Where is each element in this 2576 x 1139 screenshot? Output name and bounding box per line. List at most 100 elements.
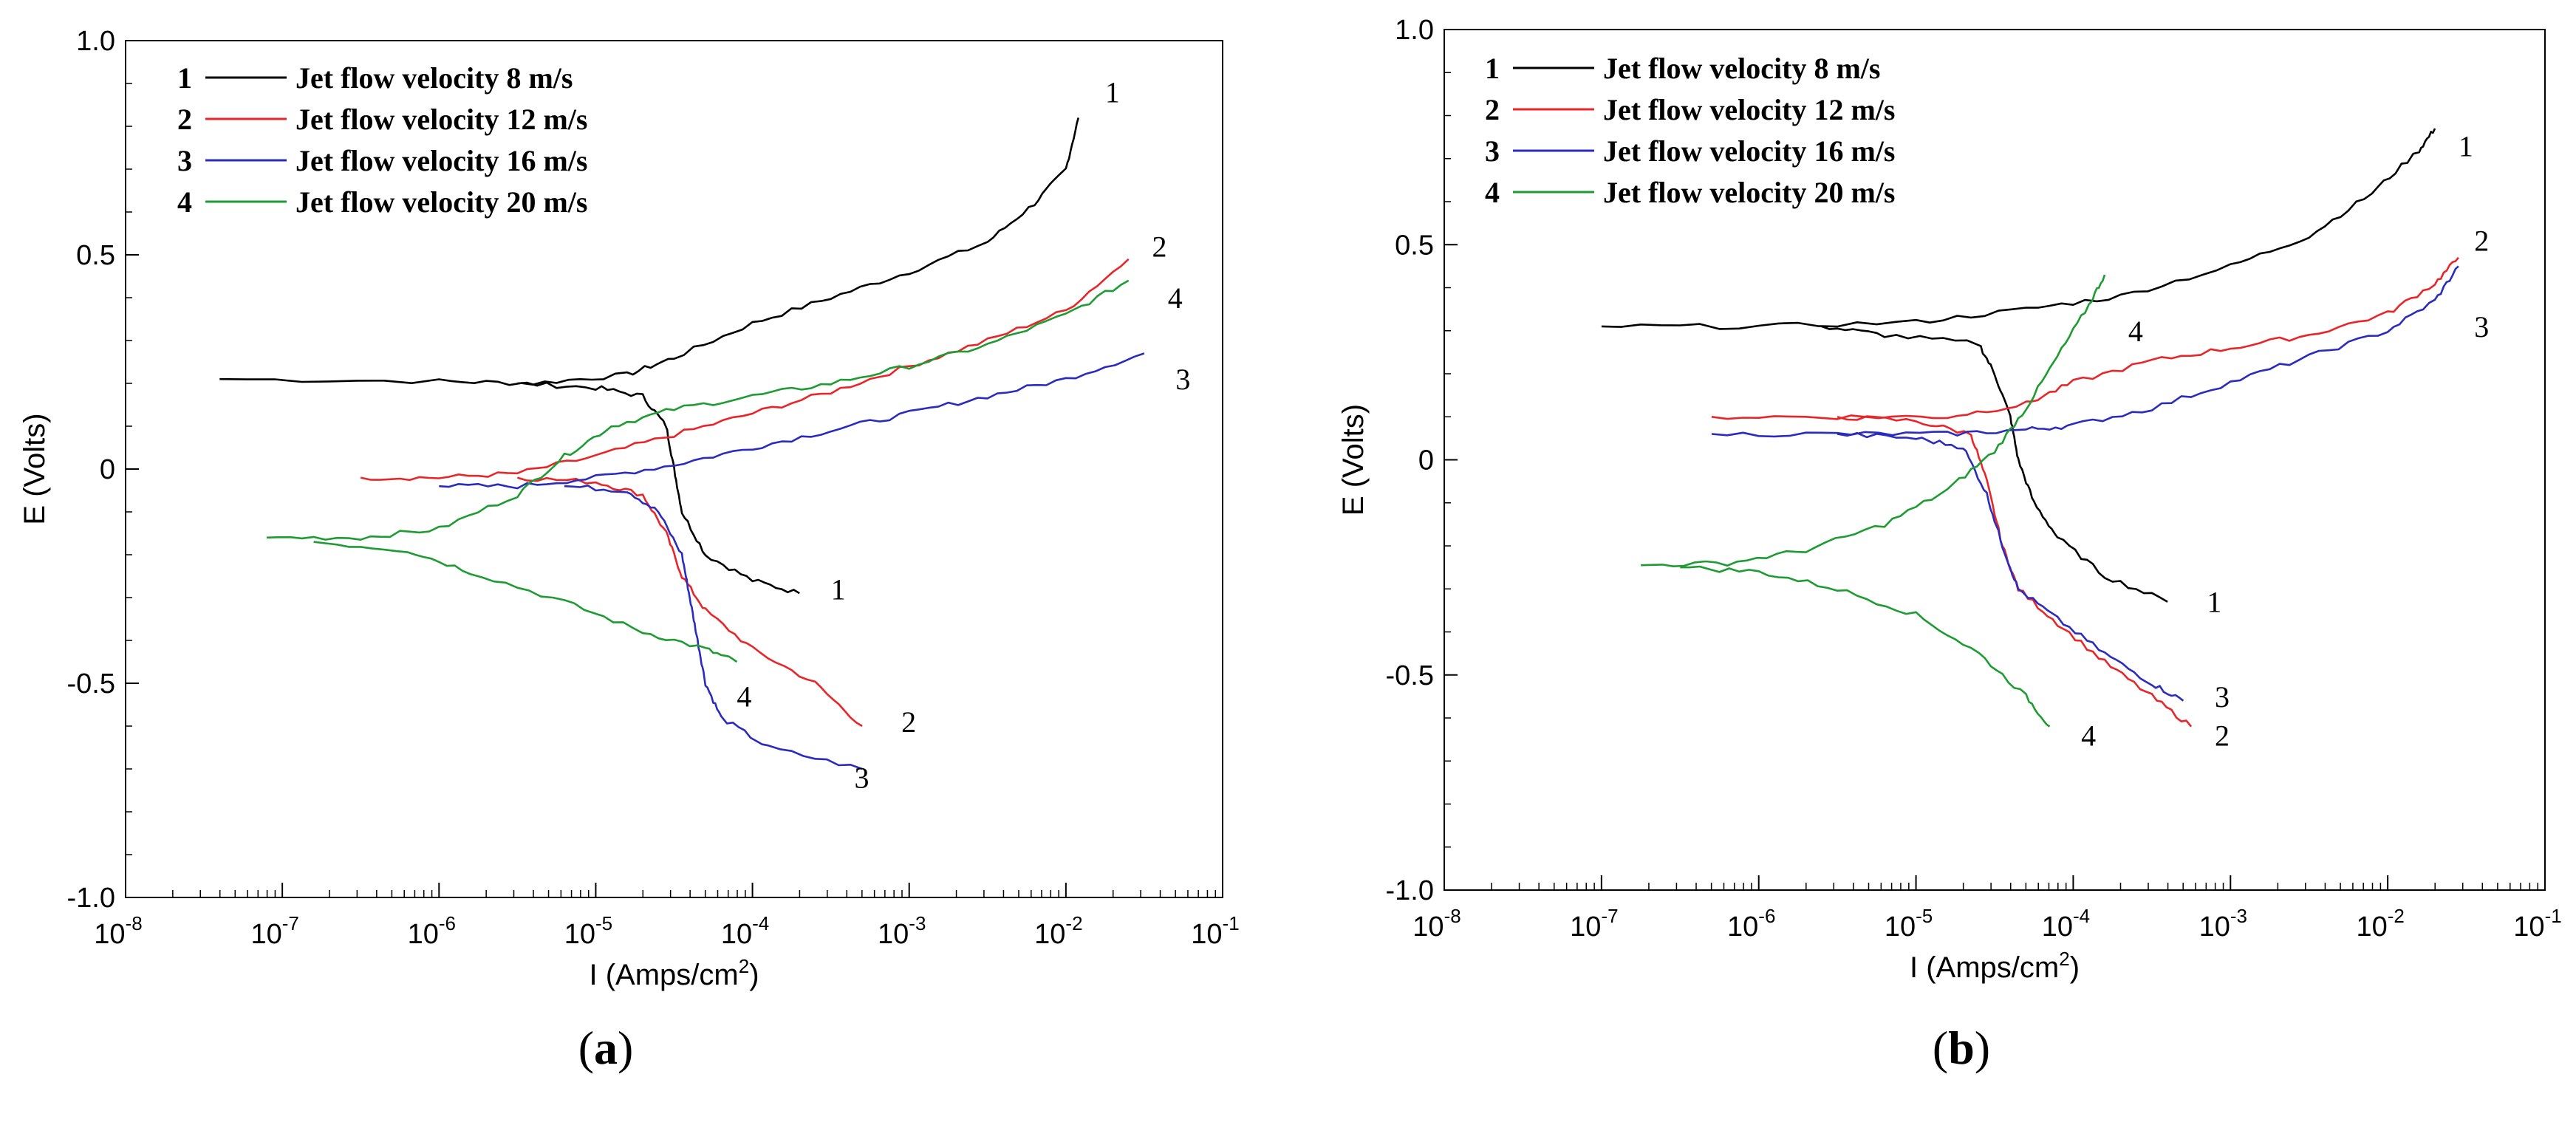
- curve-label-3: 3: [2215, 680, 2230, 714]
- y-axis-title: E (Volts): [18, 413, 51, 524]
- curve-2-cathodic: [1837, 415, 2193, 728]
- curve-label-1: 1: [2207, 586, 2221, 619]
- x-tick-exponent: -3: [2230, 905, 2247, 927]
- chart-panel-a: 1.00.50-0.5-1.010-8 10-7 10-6 10-5 10-4 10-3 1…: [18, 26, 1240, 1074]
- legend-label: Jet flow velocity 8 m/s: [295, 61, 573, 95]
- curve-2-cathodic: [517, 476, 863, 728]
- x-tick-label: 10-4: [2042, 905, 2090, 943]
- x-tick-base: 10: [408, 919, 439, 950]
- legend-label: Jet flow velocity 20 m/s: [1603, 176, 1895, 209]
- curve-3-anodic: [1711, 265, 2459, 438]
- y-tick-label: 0: [1418, 445, 1434, 476]
- x-tick-base: 10: [1412, 911, 1444, 943]
- curve-label-2: 2: [2474, 224, 2489, 257]
- x-tick-exponent: -2: [2388, 905, 2405, 927]
- curve-label-3: 3: [854, 762, 869, 795]
- x-tick-base: 10: [878, 919, 909, 950]
- x-tick-exponent: -8: [126, 912, 143, 934]
- curve-label-4: 4: [2081, 719, 2096, 752]
- x-tick-label: 10-8: [1412, 905, 1460, 943]
- x-tick-label: 10-5: [1885, 905, 1933, 943]
- curve-1-anodic: [1601, 128, 2436, 330]
- curve-label-1: 1: [831, 572, 846, 606]
- x-axis-title-end: ): [749, 959, 759, 991]
- curve-label-3: 3: [2474, 310, 2489, 343]
- panel-label-open: (: [578, 1022, 594, 1074]
- x-tick-exponent: -6: [439, 912, 456, 934]
- x-tick-label: 10-6: [1727, 905, 1775, 943]
- curve-3-cathodic: [564, 485, 863, 770]
- legend-number: 2: [1485, 93, 1500, 126]
- panel-label-letter: b: [1948, 1022, 1975, 1074]
- x-tick-exponent: -5: [595, 912, 612, 934]
- y-tick-label: 0: [100, 454, 115, 485]
- series-1: 11: [1601, 128, 2473, 619]
- legend-label: Jet flow velocity 16 m/s: [295, 144, 587, 177]
- curve-label-4: 4: [2128, 315, 2143, 348]
- legend-label: Jet flow velocity 8 m/s: [1603, 52, 1880, 85]
- x-tick-label: 10-3: [878, 912, 926, 950]
- x-tick-base: 10: [564, 919, 595, 950]
- x-tick-label: 10-6: [408, 912, 456, 950]
- series-3: 33: [439, 352, 1190, 795]
- x-tick-base: 10: [1570, 911, 1601, 943]
- y-tick-label: 1.0: [76, 26, 115, 57]
- x-tick-base: 10: [2042, 911, 2073, 943]
- x-tick-label: 10-2: [2356, 905, 2404, 943]
- legend-label: Jet flow velocity 12 m/s: [1603, 93, 1895, 126]
- curve-3-anodic: [439, 352, 1145, 490]
- x-tick-label: 10-7: [1570, 905, 1618, 943]
- legend-number: 3: [177, 144, 192, 177]
- legend: 1 Jet flow velocity 8 m/s 2 Jet flow veloci…: [177, 61, 587, 219]
- x-axis-title-text: I (Amps/cm: [1910, 951, 2059, 984]
- curve-4-cathodic: [1680, 565, 2051, 728]
- series-4: 44: [1641, 274, 2143, 752]
- x-axis-title-text: I (Amps/cm: [589, 959, 738, 991]
- curve-label-1: 1: [1105, 76, 1120, 109]
- legend-label: Jet flow velocity 12 m/s: [295, 103, 587, 136]
- x-tick-label: 10-2: [1034, 912, 1082, 950]
- series-2: 22: [360, 230, 1167, 739]
- y-tick-label: 0.5: [76, 240, 115, 271]
- curve-4-anodic: [1641, 274, 2106, 567]
- curve-2-anodic: [1711, 256, 2459, 420]
- x-tick-base: 10: [721, 919, 752, 950]
- curve-1-cathodic: [517, 381, 800, 595]
- x-tick-base: 10: [2513, 911, 2544, 943]
- y-tick-label: -1.0: [67, 883, 115, 914]
- legend-number: 4: [177, 185, 192, 219]
- panel-label-close: ): [618, 1022, 633, 1074]
- legend-label: Jet flow velocity 16 m/s: [1603, 134, 1895, 168]
- panel-label-open: (: [1933, 1022, 1948, 1074]
- legend-number: 1: [177, 61, 192, 95]
- panel-label-close: ): [1975, 1022, 1990, 1074]
- curve-2-anodic: [360, 258, 1130, 482]
- chart-panel-b: 1.00.50-0.5-1.010-8 10-7 10-6 10-5 10-4 10-3 1…: [1337, 15, 2562, 1074]
- x-tick-exponent: -4: [2073, 905, 2090, 927]
- x-tick-label: 10-3: [2199, 905, 2247, 943]
- x-tick-exponent: -3: [909, 912, 926, 934]
- curve-3-cathodic: [1837, 431, 2184, 702]
- legend-number: 1: [1485, 52, 1500, 85]
- x-axis-title: I (Amps/cm2): [589, 955, 759, 991]
- curve-1-cathodic: [1821, 325, 2168, 603]
- x-tick-exponent: -2: [1065, 912, 1082, 934]
- y-tick-label: 0.5: [1395, 230, 1434, 261]
- x-tick-exponent: -1: [1223, 912, 1240, 934]
- x-tick-exponent: -7: [282, 912, 299, 934]
- legend-number: 2: [177, 103, 192, 136]
- x-axis-title-end: ): [2070, 951, 2080, 984]
- series-1: 11: [219, 76, 1120, 606]
- curve-label-4: 4: [1168, 281, 1183, 315]
- x-tick-base: 10: [1191, 919, 1222, 950]
- x-tick-base: 10: [94, 919, 125, 950]
- x-tick-label: 10-5: [564, 912, 612, 950]
- curve-label-1: 1: [2459, 129, 2473, 163]
- x-tick-exponent: -8: [1444, 905, 1461, 927]
- series-2: 22: [1711, 224, 2489, 752]
- legend: 1 Jet flow velocity 8 m/s 2 Jet flow veloci…: [1485, 52, 1895, 209]
- series-4: 44: [266, 279, 1183, 713]
- curve-label-2: 2: [2215, 719, 2230, 752]
- x-tick-base: 10: [1034, 919, 1065, 950]
